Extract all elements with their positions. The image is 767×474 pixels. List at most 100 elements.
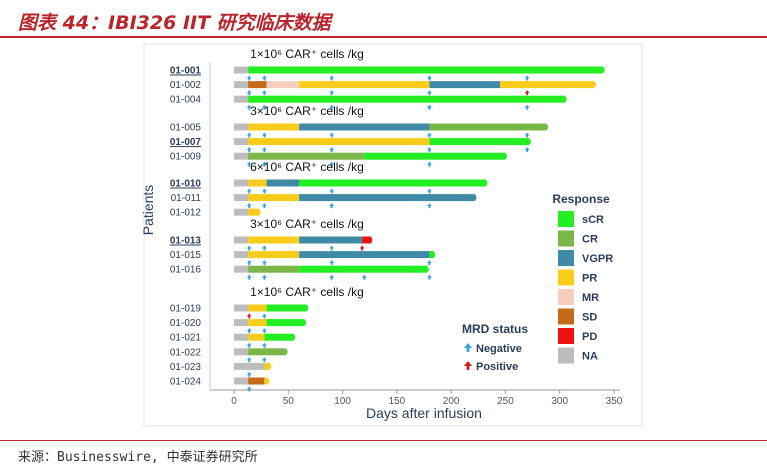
response-segment-vgpr	[299, 194, 476, 202]
x-axis-title: Days after infusion	[366, 405, 482, 421]
mrd-negative-marker	[524, 132, 530, 138]
source-note: 来源：Businesswire, 中泰证券研究所	[18, 450, 258, 465]
mrd-negative-marker	[427, 90, 432, 96]
x-tick-label: 50	[283, 396, 295, 407]
bar-end-cap	[474, 194, 477, 202]
x-tick-label: 350	[606, 396, 623, 407]
response-segment-pd	[362, 236, 371, 244]
mrd-negative-marker	[246, 104, 252, 110]
x-tick-label: 100	[334, 396, 351, 407]
legend-label: NA	[582, 351, 598, 363]
mrd-negative-marker	[329, 203, 335, 209]
mrd-negative-marker	[524, 104, 530, 110]
mrd-positive-marker	[359, 245, 365, 251]
mrd-negative-marker	[246, 357, 252, 363]
response-segment-scr	[264, 333, 294, 341]
dose-group-label: 1×10⁶ CAR⁺ cells /kg	[250, 47, 364, 61]
mrd-negative-marker	[427, 274, 432, 280]
mrd-negative-marker	[329, 188, 335, 194]
y-axis-title: Patients	[140, 185, 156, 236]
legend-swatch-na	[558, 347, 574, 364]
x-tick-label: 250	[497, 396, 514, 407]
response-segment-pr	[248, 304, 267, 312]
response-segment-mr	[266, 81, 300, 89]
response-segment-scr	[429, 251, 434, 259]
response-segment-pr	[248, 138, 430, 146]
legend-swatch-cr	[558, 230, 574, 247]
patient-label: 01-011	[171, 193, 202, 204]
dose-group-label: 1×10⁶ CAR⁺ cells /kg	[250, 285, 364, 299]
legend-label: PD	[582, 331, 597, 343]
response-segment-sd	[248, 377, 265, 385]
mrd-negative-marker	[246, 260, 252, 266]
response-segment-sd	[248, 81, 267, 89]
mrd-negative-marker	[329, 75, 335, 81]
patient-label: 01-002	[170, 80, 202, 91]
patient-label: 01-015	[170, 250, 202, 261]
legend-label: SD	[582, 312, 597, 324]
bar-end-cap	[293, 333, 296, 341]
mrd-negative-marker	[427, 132, 432, 138]
mrd-positive-label: Positive	[476, 361, 518, 373]
response-segment-cr	[248, 265, 300, 273]
response-segment-na	[234, 348, 249, 356]
mrd-negative-marker	[427, 203, 432, 209]
bar-end-cap	[258, 208, 261, 216]
patient-label: 01-021	[170, 333, 202, 344]
mrd-negative-marker	[246, 274, 252, 280]
response-segment-na	[234, 251, 249, 259]
response-segment-cr	[248, 152, 365, 160]
patient-label: 01-013	[170, 236, 202, 247]
x-axis: 0 50 100 150 200 250 300 350	[209, 62, 623, 407]
legend-title: Response	[552, 192, 610, 206]
bar-end-cap	[593, 81, 596, 89]
mrd-negative-marker	[262, 203, 267, 209]
response-segment-pr	[500, 81, 595, 89]
mrd-negative-marker	[361, 274, 367, 280]
patient-label: 01-024	[170, 377, 202, 388]
mrd-negative-marker	[262, 90, 267, 96]
response-segment-scr	[248, 66, 604, 74]
mrd-negative-marker	[427, 104, 432, 110]
legend-label: PR	[582, 273, 597, 285]
response-segment-scr	[266, 319, 305, 327]
mrd-positive-marker	[524, 90, 530, 96]
response-segment-scr	[429, 138, 530, 146]
mrd-negative-marker	[427, 147, 432, 153]
mrd-negative-marker	[246, 147, 252, 153]
legend-swatch-pr	[558, 269, 574, 286]
response-segment-vgpr	[299, 251, 430, 259]
patient-label: 01-010	[170, 179, 202, 190]
swimmer-chart: 1×10⁶ CAR⁺ cells /kg 01-001 01-002 01-004 3×…	[140, 43, 643, 427]
response-segment-scr	[248, 95, 566, 103]
x-tick-label: 150	[389, 396, 406, 407]
figure-title: 图表 44：IBI326 IIT 研究临床数据	[18, 12, 331, 34]
mrd-negative-marker	[262, 161, 267, 167]
mrd-negative-marker	[524, 75, 530, 81]
patient-label: 01-009	[170, 152, 202, 163]
response-segment-pr	[299, 81, 430, 89]
mrd-negative-marker	[246, 75, 252, 81]
mrd-negative-marker	[262, 132, 267, 138]
mrd-negative-marker	[246, 203, 252, 209]
bar-end-cap	[433, 251, 436, 259]
patient-label: 01-019	[170, 304, 202, 315]
mrd-negative-marker	[246, 188, 252, 194]
response-segment-na	[234, 319, 249, 327]
x-tick-label: 300	[551, 396, 568, 407]
response-segment-pr	[248, 179, 267, 187]
response-segment-na	[234, 304, 249, 312]
x-tick-label: 200	[443, 396, 460, 407]
mrd-negative-marker	[262, 188, 267, 194]
bar-end-cap	[546, 123, 549, 131]
mrd-negative-marker	[246, 328, 252, 334]
response-segment-na	[234, 333, 249, 341]
mrd-negative-marker	[329, 132, 335, 138]
patient-label: 01-005	[170, 123, 202, 134]
response-segment-vgpr	[299, 236, 363, 244]
response-segment-pr	[248, 123, 300, 131]
mrd-negative-marker	[262, 260, 267, 266]
bar-end-cap	[602, 66, 605, 74]
response-segment-na	[234, 265, 249, 273]
bar-end-cap	[504, 152, 507, 160]
